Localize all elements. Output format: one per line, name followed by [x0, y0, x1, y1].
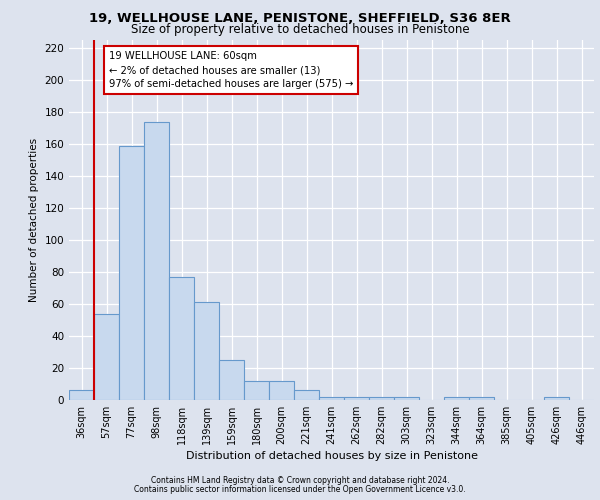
Bar — [444, 397, 469, 400]
Bar — [394, 397, 419, 400]
Bar — [69, 390, 94, 400]
Bar — [144, 122, 169, 400]
Bar — [294, 390, 319, 400]
Bar — [119, 146, 144, 400]
X-axis label: Distribution of detached houses by size in Penistone: Distribution of detached houses by size … — [185, 451, 478, 461]
Bar — [269, 381, 294, 400]
Bar — [319, 397, 344, 400]
Text: Contains public sector information licensed under the Open Government Licence v3: Contains public sector information licen… — [134, 485, 466, 494]
Text: Size of property relative to detached houses in Penistone: Size of property relative to detached ho… — [131, 22, 469, 36]
Bar — [469, 397, 494, 400]
Bar — [344, 397, 369, 400]
Bar — [544, 397, 569, 400]
Bar — [219, 360, 244, 400]
Bar — [194, 302, 219, 400]
Bar — [94, 314, 119, 400]
Y-axis label: Number of detached properties: Number of detached properties — [29, 138, 39, 302]
Text: 19 WELLHOUSE LANE: 60sqm
← 2% of detached houses are smaller (13)
97% of semi-de: 19 WELLHOUSE LANE: 60sqm ← 2% of detache… — [109, 51, 353, 89]
Bar — [169, 277, 194, 400]
Text: Contains HM Land Registry data © Crown copyright and database right 2024.: Contains HM Land Registry data © Crown c… — [151, 476, 449, 485]
Bar — [369, 397, 394, 400]
Text: 19, WELLHOUSE LANE, PENISTONE, SHEFFIELD, S36 8ER: 19, WELLHOUSE LANE, PENISTONE, SHEFFIELD… — [89, 12, 511, 26]
Bar — [244, 381, 269, 400]
